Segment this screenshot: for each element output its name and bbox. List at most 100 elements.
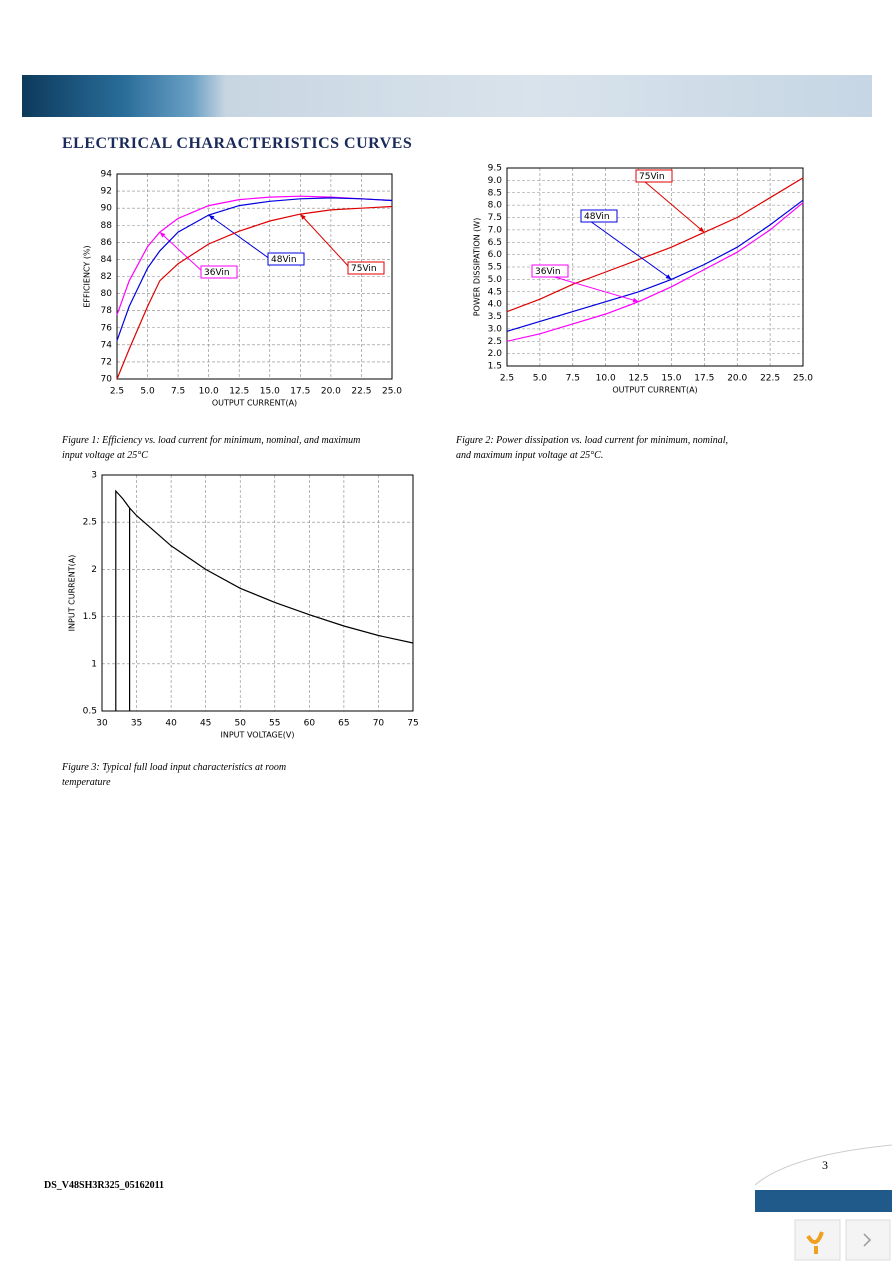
plot-area bbox=[101, 474, 414, 712]
y-tick-label: 0.5 bbox=[83, 707, 97, 717]
legend-label: 36Vin bbox=[535, 267, 561, 277]
y-tick-label: 2.5 bbox=[488, 337, 502, 347]
x-tick-label: 5.0 bbox=[140, 387, 155, 397]
legend-label: 48Vin bbox=[584, 212, 610, 222]
y-tick-label: 5.5 bbox=[488, 263, 502, 273]
x-tick-label: 60 bbox=[304, 719, 316, 729]
plot-border bbox=[101, 474, 414, 712]
legend-box bbox=[531, 264, 569, 278]
y-tick-label: 4.5 bbox=[488, 287, 502, 297]
figure-caption: Figure 2: Power dissipation vs. load cur… bbox=[456, 435, 729, 461]
y-tick-label: 8.5 bbox=[488, 188, 502, 198]
y-tick-label: 2.0 bbox=[488, 349, 503, 359]
y-tick-label: 92 bbox=[101, 187, 112, 197]
x-tick-label: 70 bbox=[373, 719, 385, 729]
x-tick-label: 20.0 bbox=[321, 387, 341, 397]
data-line bbox=[506, 177, 804, 313]
plot-border bbox=[506, 167, 804, 367]
x-tick-label: 55 bbox=[269, 719, 280, 729]
x-tick-label: 25.0 bbox=[382, 387, 402, 397]
x-tick-label: 2.5 bbox=[110, 387, 124, 397]
annotation-arrowhead bbox=[300, 214, 306, 220]
annotation-arrow bbox=[637, 175, 705, 233]
x-tick-label: 12.5 bbox=[629, 374, 649, 384]
next-button[interactable] bbox=[845, 1219, 891, 1261]
x-tick-label: 22.5 bbox=[351, 387, 371, 397]
x-tick-label: 10.0 bbox=[596, 374, 616, 384]
y-tick-label: 2.5 bbox=[83, 518, 97, 528]
y-tick-label: 3.0 bbox=[488, 324, 503, 334]
chart: 2.5 5.0 7.5 10.0 12.5 15.0 17.5 20.0 22.5 25.0 1.5… bbox=[473, 164, 814, 395]
y-tick-label: 80 bbox=[101, 289, 113, 299]
y-tick-label: 9.5 bbox=[488, 164, 502, 174]
legend-box bbox=[347, 261, 385, 275]
doc-id: DS_V48SH3R325_05162011 bbox=[44, 1180, 165, 1191]
annotation-arrowhead bbox=[208, 215, 215, 221]
y-tick-label: 72 bbox=[101, 357, 112, 367]
legend-box bbox=[580, 209, 618, 223]
legend-label: 75Vin bbox=[351, 264, 377, 274]
y-tick-label: 1.5 bbox=[488, 362, 502, 372]
y-tick-label: 76 bbox=[101, 323, 113, 333]
footer-curve bbox=[754, 1144, 892, 1186]
y-tick-label: 3.5 bbox=[488, 312, 502, 322]
x-tick-label: 2.5 bbox=[500, 374, 514, 384]
data-line bbox=[506, 199, 804, 332]
data-line bbox=[506, 202, 804, 342]
x-axis-label: INPUT VOLTAGE(V) bbox=[220, 731, 294, 740]
annotation-arrowhead bbox=[632, 297, 639, 303]
annotation-arrowhead bbox=[665, 274, 672, 280]
x-tick-label: 15.0 bbox=[661, 374, 681, 384]
x-tick-label: 7.5 bbox=[566, 374, 580, 384]
x-tick-label: 10.0 bbox=[199, 387, 219, 397]
legend-label: 75Vin bbox=[639, 172, 665, 182]
x-axis-label: OUTPUT CURRENT(A) bbox=[612, 386, 697, 395]
y-tick-label: 6.5 bbox=[488, 238, 502, 248]
legend-label: 36Vin bbox=[204, 268, 230, 278]
x-tick-label: 20.0 bbox=[727, 374, 747, 384]
x-tick-label: 17.5 bbox=[694, 374, 714, 384]
y-tick-label: 3 bbox=[91, 471, 97, 481]
x-tick-label: 7.5 bbox=[171, 387, 185, 397]
annotation-arrow bbox=[582, 215, 672, 280]
data-line bbox=[115, 489, 414, 711]
y-tick-label: 7.5 bbox=[488, 213, 502, 223]
x-tick-label: 22.5 bbox=[760, 374, 780, 384]
figure-caption: Figure 3: Typical full load input charac… bbox=[62, 762, 287, 788]
x-tick-label: 40 bbox=[165, 719, 177, 729]
next-icon bbox=[863, 1233, 872, 1247]
x-tick-label: 12.5 bbox=[229, 387, 249, 397]
plot-border bbox=[116, 173, 393, 380]
y-axis-label: POWER DISSIPATION (W) bbox=[473, 218, 482, 317]
y-tick-label: 1 bbox=[91, 659, 97, 669]
x-tick-label: 45 bbox=[200, 719, 211, 729]
annotation-arrow bbox=[159, 231, 204, 273]
y-tick-label: 9.0 bbox=[488, 176, 503, 186]
y-tick-label: 74 bbox=[101, 340, 113, 350]
y-tick-label: 7.0 bbox=[488, 225, 503, 235]
legend-box bbox=[200, 265, 238, 279]
y-tick-label: 84 bbox=[101, 255, 113, 265]
x-tick-label: 30 bbox=[96, 719, 108, 729]
page-number: 3 bbox=[822, 1158, 828, 1172]
y-tick-label: 2 bbox=[91, 565, 97, 575]
y-tick-label: 90 bbox=[101, 204, 113, 214]
y-tick-label: 6.0 bbox=[488, 250, 503, 260]
x-tick-label: 5.0 bbox=[533, 374, 548, 384]
data-line bbox=[116, 205, 393, 380]
y-axis-label: INPUT CURRENT(A) bbox=[68, 555, 77, 632]
y-tick-label: 8.0 bbox=[488, 201, 503, 211]
x-tick-label: 75 bbox=[407, 719, 418, 729]
legend-label: 48Vin bbox=[271, 255, 297, 265]
x-tick-label: 17.5 bbox=[290, 387, 310, 397]
annotation-arrow bbox=[208, 214, 271, 260]
logo-icon bbox=[806, 1231, 824, 1254]
banner bbox=[22, 75, 872, 117]
y-tick-label: 78 bbox=[101, 306, 113, 316]
y-tick-label: 4.0 bbox=[488, 300, 503, 310]
data-line bbox=[116, 197, 393, 341]
footer-decoration bbox=[754, 1144, 892, 1261]
y-tick-label: 5.0 bbox=[488, 275, 503, 285]
figure-caption: Figure 1: Efficiency vs. load current fo… bbox=[62, 435, 361, 461]
annotation-arrow bbox=[299, 213, 351, 269]
